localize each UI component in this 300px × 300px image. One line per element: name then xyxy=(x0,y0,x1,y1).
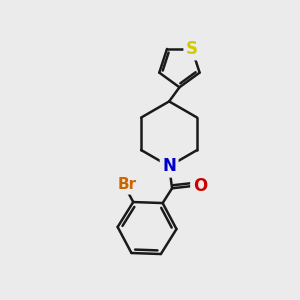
Text: N: N xyxy=(162,157,176,175)
Text: S: S xyxy=(186,40,198,58)
Text: O: O xyxy=(193,177,207,195)
Text: Br: Br xyxy=(118,177,137,192)
